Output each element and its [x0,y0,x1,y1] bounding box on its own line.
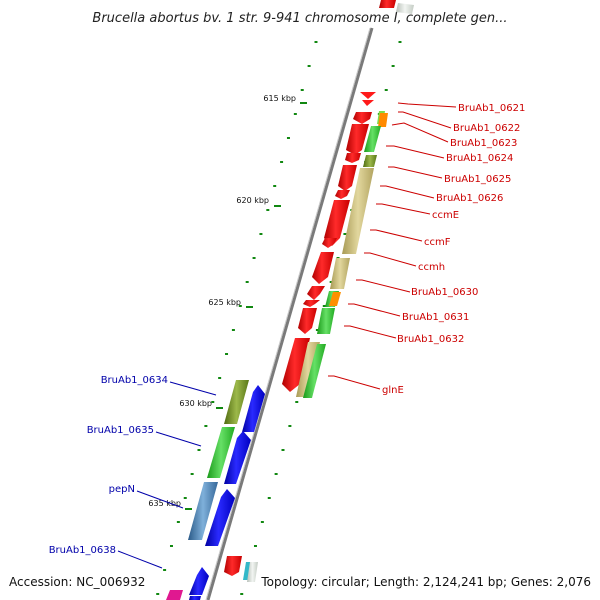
tick-label-635: 635 kbp [148,499,181,508]
gene-arrow-ccmh[interactable] [312,252,334,284]
tick-label-625: 625 kbp [208,298,241,307]
chromosome-backbone [205,27,374,600]
gene-arrow-bruab1-0638[interactable] [189,567,209,595]
gene-feature[interactable] [317,308,335,334]
gene-feature[interactable] [330,258,350,289]
gene-feature[interactable] [364,126,381,152]
gene-feature[interactable] [303,344,326,398]
label-bruab1-0634[interactable]: BruAb1_0634 [101,375,168,386]
label-bruab1-0638[interactable]: BruAb1_0638 [49,545,116,556]
forward-leader-lines [328,102,457,390]
label-bruab1-0624[interactable]: BruAb1_0624 [446,153,513,164]
scale-ticks: 615 kbp 620 kbp 625 kbp 630 kbp 635 kbp [148,94,307,510]
gene-arrow-bruab1-0631[interactable] [298,308,317,334]
tick-label-620: 620 kbp [236,196,269,205]
gene-feature[interactable] [378,113,388,127]
label-bruab1-0635[interactable]: BruAb1_0635 [87,425,154,436]
gene-arrow-glne[interactable] [282,338,310,392]
gene-feature-pepn[interactable] [188,482,218,540]
gene-arrow-bruab1-0624[interactable] [346,124,369,155]
label-bruab1-0630[interactable]: BruAb1_0630 [411,287,478,298]
label-bruab1-0623[interactable]: BruAb1_0623 [450,138,517,149]
forward-labels: BruAb1_0621 BruAb1_0622 BruAb1_0623 BruA… [382,103,525,396]
tick-label-630: 630 kbp [179,399,212,408]
accession-text: Accession: NC_006932 [9,575,145,589]
gene-arrow[interactable] [224,556,242,576]
gene-arrow-bruab1-0623[interactable] [353,112,372,124]
gene-arrow-bruab1-0626[interactable] [338,165,357,191]
forward-genes [224,0,414,582]
gene-feature-bruab1-0634[interactable] [224,380,249,424]
gene-arrow-bruab1-0634[interactable] [242,385,265,432]
topology-text: Topology: circular; Length: 2,124,241 bp… [260,575,591,589]
reverse-labels: BruAb1_0634 BruAb1_0635 pepN BruAb1_0638 [49,375,168,556]
tick-label-615: 615 kbp [263,94,296,103]
gene-feature[interactable] [166,590,183,600]
gene-arrow-bruab1-0622[interactable] [362,100,374,106]
label-bruab1-0621[interactable]: BruAb1_0621 [458,103,525,114]
gene-feature[interactable] [247,562,258,582]
gene-arrow[interactable] [396,3,414,14]
gene-feature[interactable] [342,168,374,254]
label-bruab1-0622[interactable]: BruAb1_0622 [453,123,520,134]
gene-arrow-bruab1-0621[interactable] [360,92,376,99]
label-ccmh[interactable]: ccmh [418,262,445,273]
gene-arrow-bruab1-0635[interactable] [224,431,251,484]
label-glne[interactable]: glnE [382,385,404,396]
label-bruab1-0626[interactable]: BruAb1_0626 [436,193,503,204]
gene-arrow[interactable] [303,300,320,307]
gene-arrow-bruab1-0630[interactable] [307,286,325,300]
gene-arrow[interactable] [335,190,350,199]
gene-feature[interactable] [363,155,377,167]
map-title: Brucella abortus bv. 1 str. 9-941 chromo… [92,11,507,26]
gene-arrow-pepn[interactable] [205,489,235,546]
label-bruab1-0632[interactable]: BruAb1_0632 [397,334,464,345]
gene-feature-bruab1-0635[interactable] [207,427,235,478]
gene-arrow[interactable] [322,238,337,248]
gene-feature[interactable] [329,292,341,306]
reverse-genes [166,380,265,600]
label-bruab1-0631[interactable]: BruAb1_0631 [402,312,469,323]
label-ccmf[interactable]: ccmF [424,237,451,248]
gene-arrow-bruab1-0625[interactable] [345,153,361,163]
reverse-leader-lines [117,381,217,569]
label-pepn[interactable]: pepN [109,484,135,495]
gene-arrow-ccme[interactable] [324,200,350,246]
gene-arrow[interactable] [189,596,201,600]
gene-arrow[interactable] [379,0,396,8]
label-bruab1-0625[interactable]: BruAb1_0625 [444,174,511,185]
label-ccme[interactable]: ccmE [432,210,459,221]
